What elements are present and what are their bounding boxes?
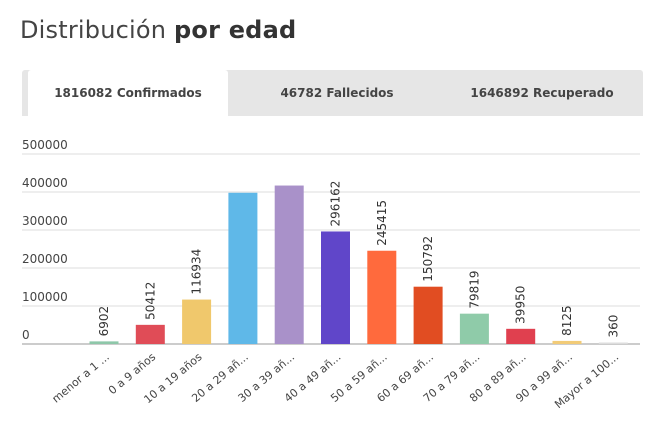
bar[interactable]	[274, 185, 304, 344]
data-label: 360	[606, 315, 620, 338]
data-label: 245415	[375, 200, 389, 246]
y-tick-label: 500000	[22, 138, 68, 152]
bar[interactable]	[182, 299, 212, 344]
bar[interactable]	[598, 342, 628, 345]
data-label: 50412	[143, 282, 157, 320]
bar[interactable]	[459, 313, 489, 344]
bar[interactable]	[228, 192, 258, 344]
y-tick-label: 0	[22, 328, 30, 342]
tab-bar: 1816082 Confirmados 46782 Fallecidos 164…	[22, 70, 643, 116]
bar[interactable]	[89, 341, 119, 344]
y-tick-label: 400000	[22, 176, 68, 190]
x-tick-label: menor a 1 ...	[50, 350, 112, 405]
data-label: 8125	[560, 305, 574, 336]
data-label: 150792	[421, 236, 435, 282]
bar[interactable]	[413, 286, 443, 344]
data-label: 79819	[467, 270, 481, 308]
data-label: 296162	[329, 181, 343, 227]
tab-recuperado[interactable]: 1646892 Recuperado	[470, 86, 614, 100]
y-tick-label: 200000	[22, 252, 68, 266]
tab-confirmados[interactable]: 1816082 Confirmados	[28, 70, 228, 116]
data-label: 6902	[97, 306, 111, 337]
bar[interactable]	[552, 340, 582, 344]
bar[interactable]	[321, 231, 350, 344]
page-title: Distribución por edad	[20, 16, 296, 44]
bar[interactable]	[506, 328, 536, 344]
data-label: 39950	[514, 286, 528, 324]
data-label: 116934	[190, 249, 204, 295]
y-tick-label: 100000	[22, 290, 68, 304]
age-distribution-chart: 0 100000 200000 300000 400000 500000 6902 menor…	[22, 138, 640, 411]
bar[interactable]	[135, 324, 165, 344]
tab-fallecidos[interactable]: 46782 Fallecidos	[280, 86, 394, 100]
title-regular: Distribución	[20, 16, 167, 44]
y-tick-label: 300000	[22, 214, 68, 228]
bar[interactable]	[367, 250, 397, 344]
title-bold: por edad	[174, 16, 297, 44]
